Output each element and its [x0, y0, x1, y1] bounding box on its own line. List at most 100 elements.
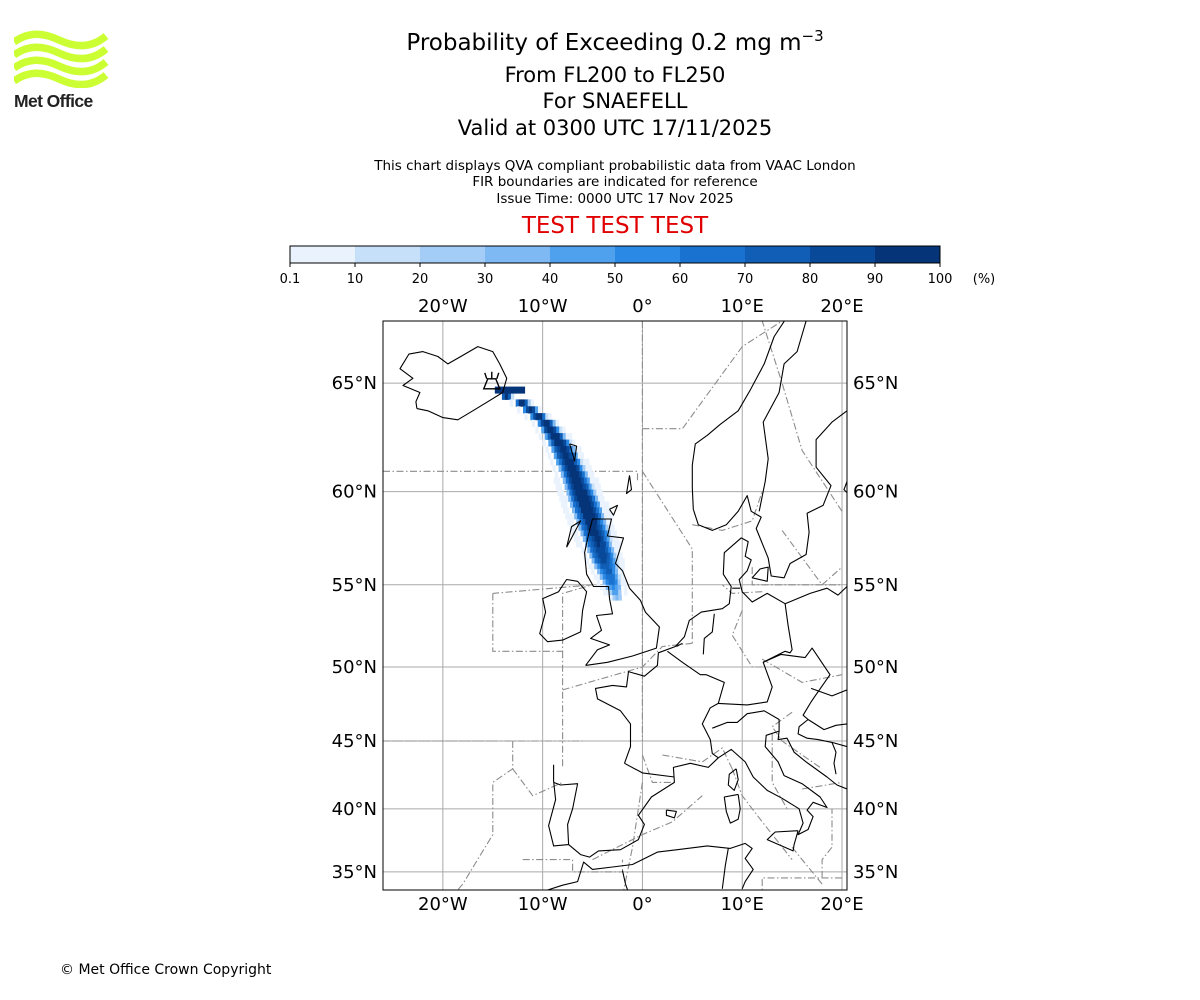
colorbar-segment [355, 246, 421, 263]
colorbar-segment [290, 246, 356, 263]
ash-probability-cell [535, 426, 539, 434]
ash-probability-cell [561, 465, 565, 472]
fir-boundary [692, 491, 763, 531]
ash-probability-cell [556, 426, 560, 434]
ash-probability-cell [609, 590, 613, 596]
ash-probability-cell [556, 452, 561, 460]
fir-boundary [592, 795, 703, 861]
ash-probability-cell [574, 530, 578, 537]
coastline [625, 475, 633, 495]
ash-probability-cell [565, 513, 569, 520]
ash-probability-cell [526, 406, 530, 414]
ash-probability-cell [581, 547, 585, 554]
ash-probability-cell [595, 530, 599, 537]
ash-probability-cell [557, 439, 561, 447]
ash-probability-cell [605, 541, 610, 548]
ash-probability-cell [544, 426, 548, 434]
ash-probability-cell [596, 541, 601, 548]
ash-probability-cell [553, 433, 558, 440]
ash-probability-cell [523, 406, 527, 414]
ash-probability-cell [584, 507, 588, 514]
ash-probability-cell [611, 547, 615, 554]
ash-probability-cell [623, 584, 628, 591]
ash-probability-cell [618, 595, 622, 601]
ash-probability-cell [601, 552, 605, 559]
ash-probability-cell [572, 524, 576, 531]
ash-probability-cell [570, 465, 574, 472]
ash-probability-cell [597, 536, 602, 542]
ash-probability-cell [591, 568, 595, 575]
ash-probability-cell [584, 489, 588, 496]
coastline [712, 710, 780, 732]
ash-probability-cell [507, 392, 512, 400]
ash-probability-cell [567, 465, 571, 472]
chart-title: Probability of Exceeding 0.2 mg m−3 [406, 27, 824, 56]
ash-probability-cell [532, 406, 536, 414]
volcano-marker-icon [482, 378, 501, 390]
ash-probability-cell [582, 536, 587, 542]
longitude-label: 10°W [518, 894, 568, 915]
ash-probability-cell [579, 519, 583, 526]
ash-probability-cell [612, 563, 616, 570]
ash-probability-cell [603, 563, 607, 570]
ash-probability-cell [550, 458, 554, 466]
ash-probability-cell [609, 595, 613, 601]
ash-probability-cell [603, 558, 607, 564]
ash-probability-cell [575, 471, 580, 478]
ash-probability-cell [602, 541, 607, 548]
coastline [665, 809, 677, 819]
note-line-1: This chart displays QVA compliant probab… [374, 158, 856, 174]
ash-probability-cell [548, 413, 552, 421]
coastline [569, 443, 578, 462]
fir-boundary [457, 741, 514, 890]
ash-probability-cell [610, 552, 614, 559]
coastline [594, 537, 847, 764]
ash-probability-cell [587, 547, 591, 554]
latitude-label: 65°N [332, 373, 377, 394]
ash-probability-cell [577, 477, 582, 484]
volcano-plume-icon [484, 371, 500, 380]
ash-probability-cell [599, 489, 603, 496]
ash-probability-cell [611, 541, 616, 548]
ash-probability-cell [571, 513, 575, 520]
colorbar-segment [745, 246, 811, 263]
ash-probability-cell [585, 558, 589, 564]
latitude-label: 55°N [332, 575, 377, 596]
ash-probability-cell [617, 579, 621, 586]
coastline [721, 848, 729, 889]
ash-probability-cell [621, 558, 625, 564]
ash-probability-cell [542, 439, 546, 447]
ash-probability-cell [587, 507, 591, 514]
ash-probability-cell [602, 507, 606, 514]
ash-probability-cell [605, 501, 610, 508]
ash-probability-cell [590, 489, 594, 496]
ash-probability-cell [552, 419, 556, 427]
colorbar-segment [485, 246, 551, 263]
ash-probability-cell [494, 386, 499, 394]
ash-probability-cell [619, 552, 623, 559]
ash-probability-cell [591, 519, 595, 526]
ash-probability-cell [593, 507, 597, 514]
colorbar-unit: (%) [973, 272, 996, 287]
coastline [807, 719, 847, 731]
ash-probability-cell [585, 465, 589, 472]
ash-probability-cell [547, 433, 552, 440]
ash-probability-cell [588, 536, 593, 542]
coastline [609, 504, 619, 516]
fir-boundary [721, 584, 763, 594]
ash-probability-cell [515, 399, 520, 407]
colorbar-tick-label: 100 [928, 272, 953, 287]
ash-probability-cell [589, 495, 593, 502]
colorbar-segment [420, 246, 486, 263]
ash-probability-cell [620, 574, 625, 580]
ash-probability-cell [529, 406, 533, 414]
ash-probability-cell [608, 584, 613, 591]
coastline [566, 520, 582, 548]
ash-probability-cell [549, 419, 553, 427]
ash-probability-cell [577, 495, 581, 502]
latitude-label: 50°N [332, 657, 377, 678]
ash-probability-cell [604, 552, 608, 559]
ash-probability-cell [604, 530, 608, 537]
ash-probability-cell [560, 439, 564, 447]
ash-probability-cell [559, 495, 563, 502]
